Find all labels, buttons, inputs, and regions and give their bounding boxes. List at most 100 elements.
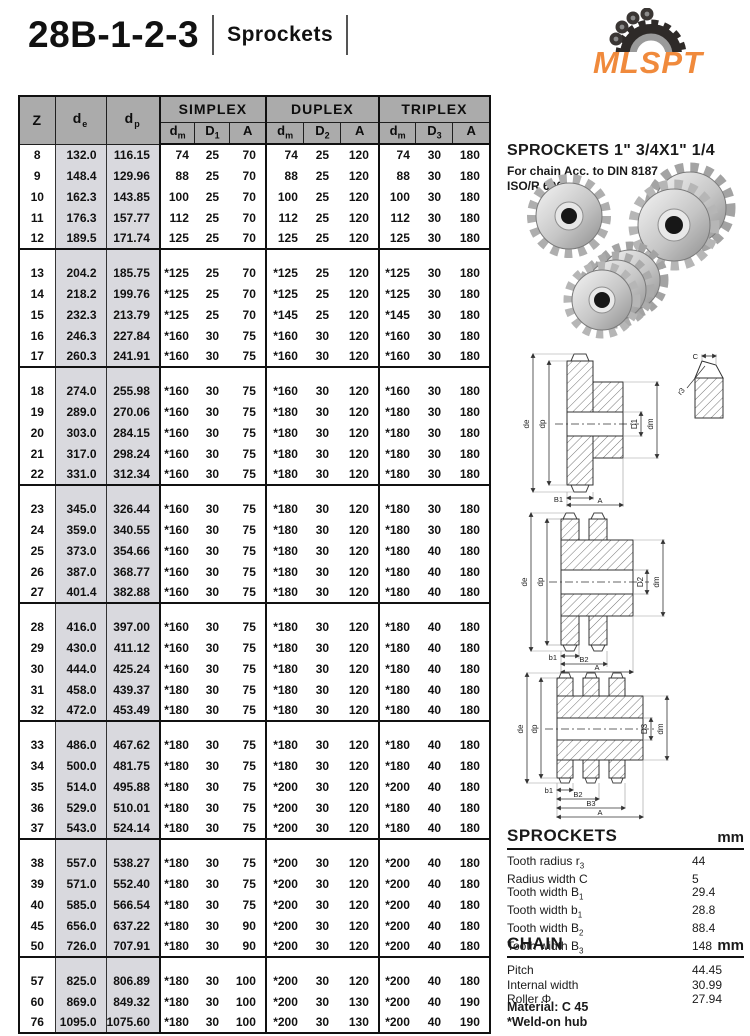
cell-value: 120 (348, 210, 369, 225)
cell-value: 444.0 (54, 658, 106, 679)
cell-value: 246.3 (54, 325, 106, 346)
cell-value: 25 (315, 210, 330, 225)
cell-value: 171.74 (105, 228, 160, 250)
table-row: 22 331.0 312.34 *160 30 75 *180 30 120 *180 30 180 (19, 464, 490, 486)
cell-value: 30 (303, 464, 341, 486)
cell-value: *125 (158, 283, 195, 304)
cell-value: 180 (459, 973, 480, 988)
dim-label-de: de (516, 724, 525, 733)
dim-label-de: de (522, 419, 531, 428)
cell-value: 30 (205, 522, 220, 537)
cell-value: 130 (348, 994, 369, 1009)
cell-value: 40 (427, 661, 442, 676)
table-row: 76 1095.0 1075.60 *180 30 100 *200 30 130 *200 40 1… (19, 1012, 490, 1034)
spacer-cell (195, 485, 230, 498)
cell-value: 112 (264, 207, 304, 228)
col-header-d3: D3 (415, 121, 454, 145)
spec-value: 30.99 (692, 977, 723, 992)
cell-value: 180 (459, 265, 480, 280)
cell-value: *180 (377, 464, 416, 486)
cell-value: *160 (264, 346, 304, 368)
spacer-cell (158, 957, 195, 970)
cell-value: 30 (315, 661, 330, 676)
cell-value: 40 (427, 897, 442, 912)
cell-value: 25 (205, 265, 220, 280)
table-row: 15 232.3 213.79 *125 25 70 *145 25 120 *145 30 180 (19, 304, 490, 325)
table-row: 19 289.0 270.06 *160 30 75 *180 30 120 *180 30 180 (19, 401, 490, 422)
cell-value: 30 (205, 758, 220, 773)
cell-value: 120 (348, 918, 369, 933)
cell-value: 30 (427, 286, 442, 301)
cell-value: *160 (158, 561, 195, 582)
cell-value: 30 (303, 346, 341, 368)
chain-spec-header: CHAIN mm (507, 934, 744, 958)
spec-row: Pitch 44.45 (507, 963, 744, 978)
col-header-duplex: DUPLEX (264, 95, 380, 123)
cell-value: *160 (158, 540, 195, 561)
cell-value: 120 (340, 700, 379, 722)
cell-value: *160 (158, 498, 195, 519)
cell-value: 289.0 (54, 401, 106, 422)
cell-value: 88 (377, 165, 416, 186)
cell-value: *200 (377, 873, 416, 894)
dim-label-d1: D1 (630, 418, 639, 429)
cell-value: 40 (427, 779, 442, 794)
cell-value: 1075.60 (105, 1012, 160, 1034)
cell-value: 90 (229, 936, 266, 958)
cell-value: 25 (315, 168, 330, 183)
sprocket-photo-triplex (563, 241, 669, 339)
cell-value: *200 (264, 818, 304, 840)
dim-label-dm: dm (646, 418, 655, 429)
header-label: d (389, 123, 398, 139)
header-sub: 2 (324, 131, 330, 142)
spacer-cell (158, 839, 195, 852)
spec-label: Pitch (507, 963, 534, 977)
spec-label: Tooth radius r3 (507, 854, 585, 871)
table-row: 34 500.0 481.75 *180 30 75 *180 30 120 *180 40 180 (19, 755, 490, 776)
table-row: 33 486.0 467.62 *180 30 75 *180 30 120 *180 40 180 (19, 734, 490, 755)
cell-value: 467.62 (105, 734, 160, 755)
group-spacer (19, 603, 490, 616)
cell-value: 40 (427, 640, 442, 655)
cell-value: 40 (427, 758, 442, 773)
cell-value: 30 (315, 994, 330, 1009)
cell-value: 180 (459, 189, 480, 204)
cell-z: 9 (33, 168, 41, 183)
cell-value: 260.3 (54, 346, 106, 368)
spec-row: Internal width 30.99 (507, 978, 744, 993)
cell-value: 25 (315, 265, 330, 280)
sprockets-spec-unit: mm (717, 829, 744, 846)
tooth-detail: C r3 (675, 352, 724, 419)
cell-value: 514.0 (54, 776, 106, 797)
spec-label: Radius width C (507, 871, 588, 886)
spec-value: 44 (692, 854, 706, 868)
cell-value: *200 (377, 970, 416, 991)
cell-value: *160 (158, 401, 195, 422)
cell-value: 75 (242, 876, 256, 891)
spec-value: 27.94 (692, 992, 723, 1006)
cell-value: 312.34 (105, 464, 160, 486)
cell-value: 180 (459, 148, 480, 162)
cell-value: *160 (158, 325, 195, 346)
cell-value: 30 (194, 464, 230, 486)
cell-value: 75 (242, 855, 256, 870)
cell-value: 75 (242, 758, 256, 773)
cell-value: 345.0 (54, 498, 106, 519)
cell-value: 30 (415, 464, 453, 486)
cell-value: 331.0 (54, 464, 106, 486)
header-label: D (205, 123, 215, 139)
spacer-cell (264, 603, 304, 616)
cell-value: 30 (303, 936, 341, 958)
spec-label: Tooth width B3 (507, 939, 584, 956)
table-row: 26 387.0 368.77 *160 30 75 *180 30 120 *180 40 180 (19, 561, 490, 582)
table-row: 37 543.0 524.14 *180 30 75 *200 30 120 *180 40 180 (19, 818, 490, 840)
spacer-cell (195, 721, 230, 734)
cell-value: 30 (427, 501, 442, 516)
spacer-cell (158, 721, 195, 734)
note-line: Material: C 45 (507, 1000, 589, 1014)
table-row: 10 162.3 143.85 100 25 70 100 25 120 100 30 180 (19, 186, 490, 207)
cell-value: 75 (242, 800, 256, 815)
dim-label-dm: dm (652, 576, 661, 587)
cell-value: *200 (377, 894, 416, 915)
